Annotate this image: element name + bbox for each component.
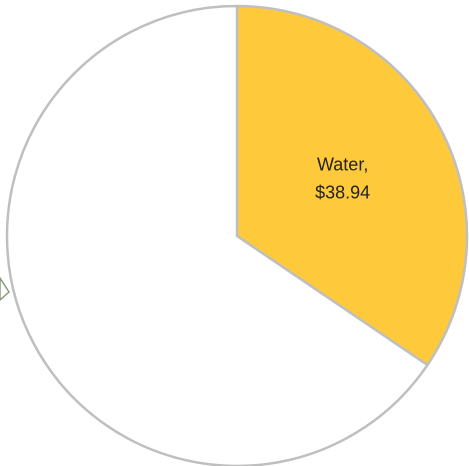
data-label-name: Water, [317, 155, 368, 175]
callout-fragment [0, 276, 10, 302]
data-label-value: $38.94 [315, 183, 370, 203]
pie-slice [235, 4, 469, 367]
pie-slice [5, 4, 429, 466]
